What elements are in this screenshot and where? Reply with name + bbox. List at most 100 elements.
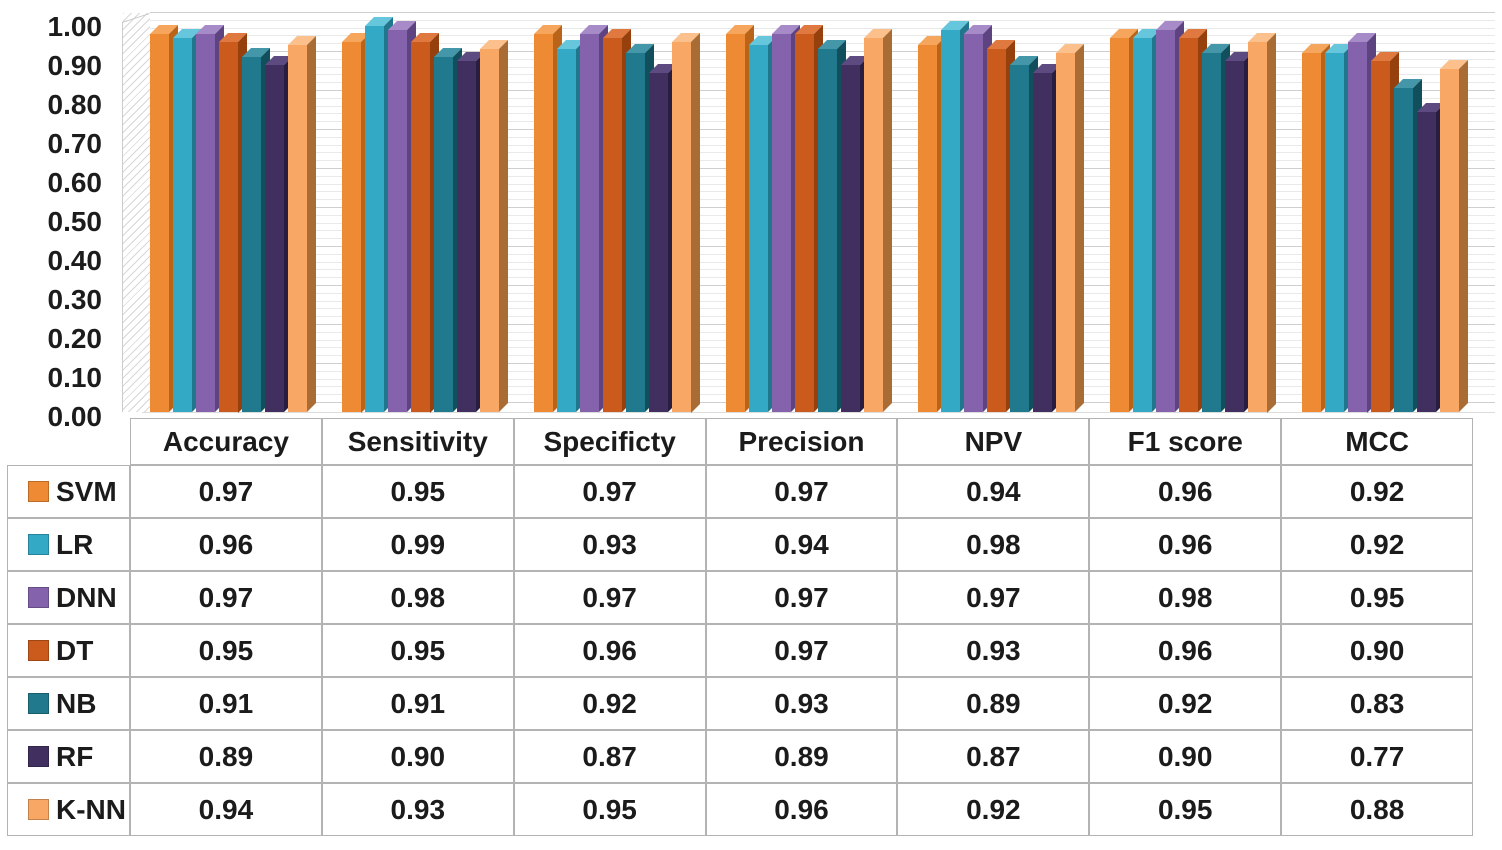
- table-cell-rf-f1-score: 0.90: [1089, 730, 1282, 783]
- bar-rf-mcc: [1417, 102, 1445, 412]
- table-cell-rf-precision: 0.89: [705, 730, 898, 783]
- bar-k-nn-specificty: [672, 32, 700, 412]
- bar-rf-accuracy: [265, 55, 293, 412]
- table-cell-dt-specificty: 0.96: [513, 624, 706, 677]
- bar-k-nn-sensitivity: [480, 40, 508, 412]
- bar-groups: [150, 0, 1495, 412]
- y-axis-tick-label: 0.90: [47, 50, 103, 81]
- table-header-mcc: MCC: [1281, 418, 1473, 465]
- bar-dt-precision: [795, 24, 823, 412]
- table-cell-dt-npv: 0.93: [897, 624, 1090, 677]
- y-axis-tick-label: 0.50: [47, 206, 103, 237]
- table-cell-dnn-accuracy: 0.97: [130, 571, 322, 624]
- table-cell-svm-precision: 0.97: [705, 465, 898, 518]
- table-header-precision: Precision: [705, 418, 898, 465]
- floor-edge: [142, 412, 1495, 413]
- y-axis: 1.00 0.90 0.80 0.70 0.60 0.50 0.40 0.30 0.20 0.10…: [8, 0, 103, 440]
- bar-rf-precision: [841, 55, 869, 412]
- legend-swatch-dt: [28, 640, 49, 661]
- metrics-table: Accuracy Sensitivity Specificty Precision NP…: [7, 418, 1473, 836]
- bar-dnn-precision: [772, 24, 800, 412]
- y-axis-tick-label: 0.30: [47, 284, 103, 315]
- table-cell-svm-npv: 0.94: [897, 465, 1090, 518]
- bar-nb-npv: [1010, 55, 1038, 412]
- y-axis-tick-label: 0.40: [47, 245, 103, 276]
- table-row-label-dt: DT: [7, 624, 130, 677]
- table-cell-dt-sensitivity: 0.95: [321, 624, 514, 677]
- table-header-specificty: Specificty: [513, 418, 706, 465]
- bar-nb-f1-score: [1202, 44, 1230, 412]
- bar-lr-precision: [749, 36, 777, 412]
- table-cell-rf-accuracy: 0.89: [130, 730, 322, 783]
- legend-swatch-k-nn: [28, 799, 49, 820]
- bar-svm-accuracy: [150, 24, 178, 412]
- bar-svm-specificty: [534, 24, 562, 412]
- table-cell-nb-specificty: 0.92: [513, 677, 706, 730]
- bar-svm-mcc: [1302, 44, 1330, 412]
- table-cell-rf-npv: 0.87: [897, 730, 1090, 783]
- table-cell-svm-specificty: 0.97: [513, 465, 706, 518]
- bar-dnn-mcc: [1348, 32, 1376, 412]
- table-cell-dnn-precision: 0.97: [705, 571, 898, 624]
- bar-side-face: [1075, 44, 1084, 412]
- table-cell-k-nn-f1-score: 0.95: [1089, 783, 1282, 836]
- bar-lr-f1-score: [1133, 28, 1161, 412]
- series-name: SVM: [56, 475, 117, 507]
- table-header-f1-score: F1 score: [1089, 418, 1282, 465]
- table-cell-lr-specificty: 0.93: [513, 518, 706, 571]
- bar-dt-accuracy: [219, 32, 247, 412]
- series-name: DNN: [56, 581, 117, 613]
- bar-k-nn-f1-score: [1248, 32, 1276, 412]
- bar-rf-sensitivity: [457, 52, 485, 412]
- series-name: K-NN: [56, 793, 126, 825]
- left-wall-hatch: [123, 13, 150, 412]
- table-cell-k-nn-sensitivity: 0.93: [321, 783, 514, 836]
- table-cell-svm-accuracy: 0.97: [130, 465, 322, 518]
- bar-dnn-npv: [964, 24, 992, 412]
- table-cell-k-nn-precision: 0.96: [705, 783, 898, 836]
- table-row-label-svm: SVM: [7, 465, 130, 518]
- table-header-accuracy: Accuracy: [130, 418, 322, 465]
- bar-k-nn-precision: [864, 28, 892, 412]
- y-axis-tick-label: 0.70: [47, 128, 103, 159]
- bar-dnn-f1-score: [1156, 20, 1184, 412]
- table-cell-svm-f1-score: 0.96: [1089, 465, 1282, 518]
- plot-area: [121, 0, 1495, 418]
- bar-group-precision: [726, 0, 918, 412]
- bar-nb-precision: [818, 40, 846, 412]
- y-axis-tick-label: 0.80: [47, 89, 103, 120]
- table-cell-dt-precision: 0.97: [705, 624, 898, 677]
- legend-swatch-nb: [28, 693, 49, 714]
- bar-side-face: [1459, 59, 1468, 412]
- table-row-label-nb: NB: [7, 677, 130, 730]
- table-cell-nb-npv: 0.89: [897, 677, 1090, 730]
- left-wall-edge: [122, 22, 123, 412]
- y-axis-tick-label: 1.00: [47, 11, 103, 42]
- bar-chart: 1.00 0.90 0.80 0.70 0.60 0.50 0.40 0.30 0.20 0.10…: [8, 0, 1495, 440]
- bar-rf-f1-score: [1225, 52, 1253, 412]
- legend-swatch-svm: [28, 481, 49, 502]
- bar-dnn-specificty: [580, 24, 608, 412]
- table-cell-k-nn-accuracy: 0.94: [130, 783, 322, 836]
- table-cell-rf-specificty: 0.87: [513, 730, 706, 783]
- bar-side-face: [691, 32, 700, 412]
- bar-lr-sensitivity: [365, 16, 393, 412]
- table-cell-lr-f1-score: 0.96: [1089, 518, 1282, 571]
- series-name: DT: [56, 634, 94, 666]
- bar-side-face: [307, 36, 316, 412]
- bar-svm-sensitivity: [342, 32, 370, 412]
- table-cell-lr-accuracy: 0.96: [130, 518, 322, 571]
- table-cell-k-nn-npv: 0.92: [897, 783, 1090, 836]
- table-corner-cell: [7, 418, 130, 465]
- legend-swatch-lr: [28, 534, 49, 555]
- series-name: LR: [56, 528, 94, 560]
- table-cell-nb-sensitivity: 0.91: [321, 677, 514, 730]
- table-cell-lr-sensitivity: 0.99: [321, 518, 514, 571]
- table-cell-dnn-f1-score: 0.98: [1089, 571, 1282, 624]
- bar-dnn-sensitivity: [388, 20, 416, 412]
- bar-nb-accuracy: [242, 48, 270, 412]
- series-name: NB: [56, 687, 97, 719]
- table-cell-nb-accuracy: 0.91: [130, 677, 322, 730]
- bar-svm-precision: [726, 24, 754, 412]
